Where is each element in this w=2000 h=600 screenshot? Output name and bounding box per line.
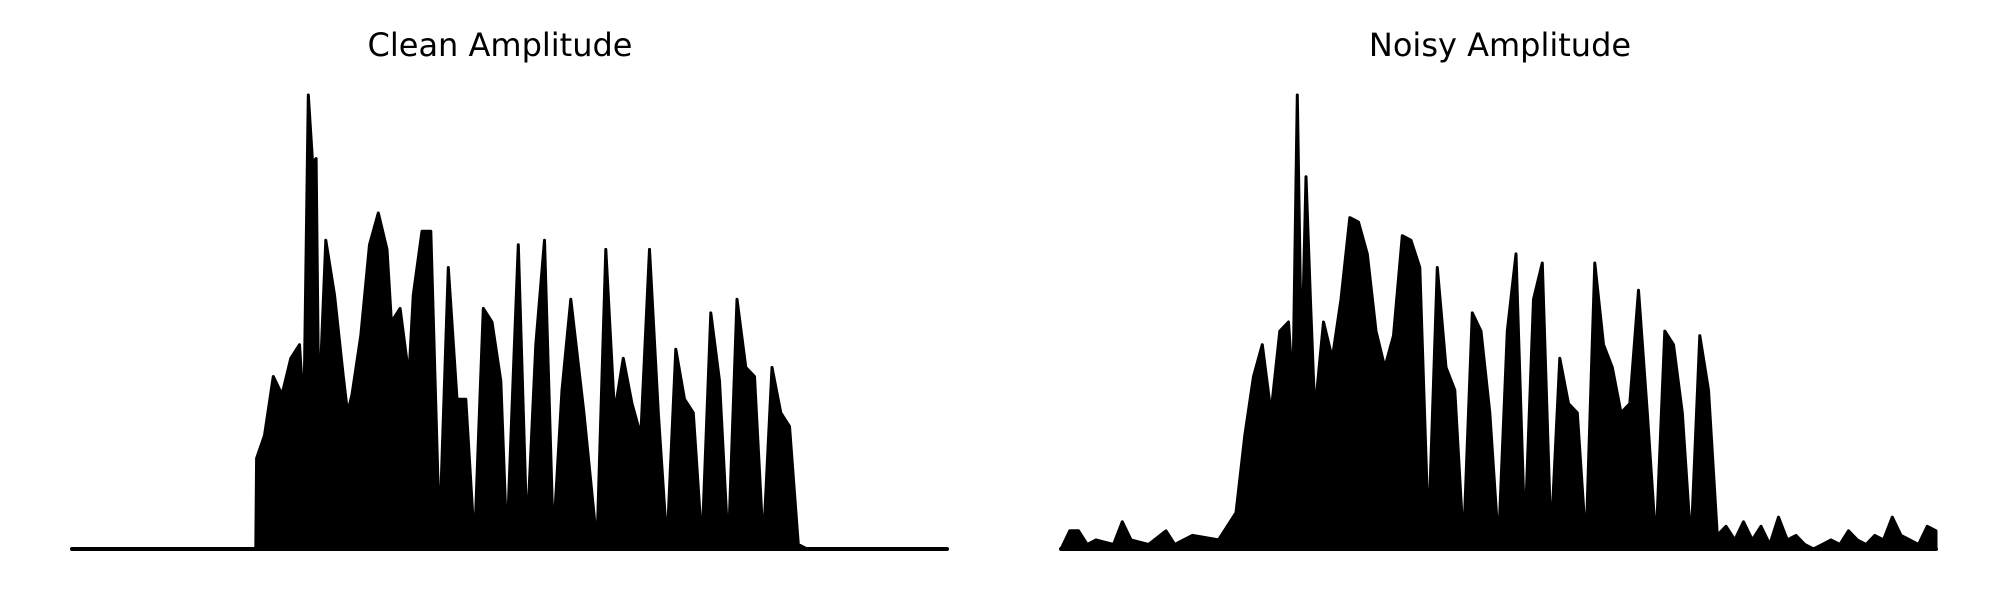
- chart-title-noisy: Noisy Amplitude: [1368, 26, 1632, 64]
- amplitude-envelope: [1059, 93, 1938, 551]
- chart-title-clean: Clean Amplitude: [367, 26, 633, 64]
- noisy-amplitude-panel: Noisy Amplitude: [1000, 0, 2000, 600]
- amplitude-envelope: [70, 93, 949, 551]
- noisy-amplitude-chart: [1059, 93, 1938, 551]
- clean-amplitude-panel: Clean Amplitude: [70, 26, 949, 551]
- clean-amplitude-chart: [70, 93, 949, 551]
